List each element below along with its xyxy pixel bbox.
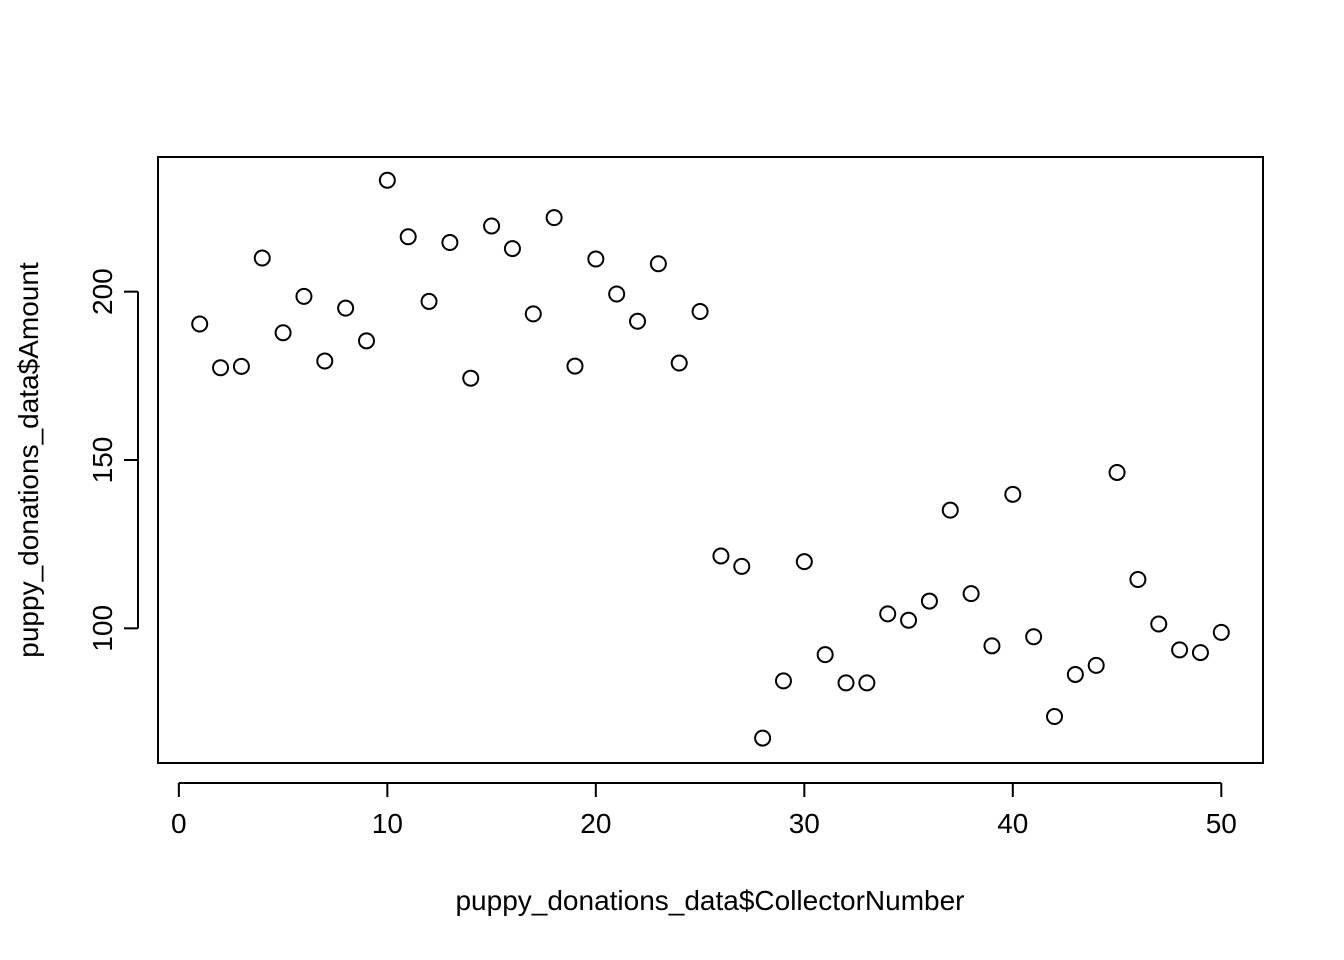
data-point bbox=[941, 501, 959, 519]
x-tick-label: 40 bbox=[997, 808, 1028, 839]
data-point bbox=[191, 315, 209, 333]
data-point bbox=[754, 729, 772, 747]
data-point bbox=[587, 250, 605, 268]
data-point bbox=[1191, 644, 1209, 662]
data-point bbox=[1046, 708, 1064, 726]
x-axis: 0 10 20 30 40 50 bbox=[171, 782, 1237, 839]
data-point bbox=[879, 605, 897, 623]
data-point bbox=[232, 357, 250, 375]
data-point bbox=[900, 611, 918, 629]
x-tick-label: 10 bbox=[372, 808, 403, 839]
data-point bbox=[357, 332, 375, 350]
data-point bbox=[1108, 463, 1126, 481]
data-point bbox=[1129, 571, 1147, 589]
data-point bbox=[545, 209, 563, 227]
data-point bbox=[378, 171, 396, 189]
data-point bbox=[1150, 615, 1168, 633]
x-tick-label: 0 bbox=[171, 808, 187, 839]
data-point bbox=[649, 255, 667, 273]
plot-frame bbox=[157, 156, 1264, 764]
y-tick-label: 100 bbox=[87, 605, 118, 652]
data-point bbox=[983, 637, 1001, 655]
x-tick-label: 50 bbox=[1206, 808, 1237, 839]
data-point bbox=[253, 249, 271, 267]
data-point bbox=[566, 357, 584, 375]
data-point bbox=[691, 303, 709, 321]
data-point bbox=[503, 240, 521, 258]
data-point bbox=[524, 305, 542, 323]
data-point bbox=[629, 312, 647, 330]
data-point bbox=[920, 592, 938, 610]
data-point bbox=[733, 557, 751, 575]
data-point bbox=[399, 228, 417, 246]
data-point bbox=[316, 352, 334, 370]
data-point bbox=[212, 359, 230, 377]
data-point bbox=[962, 585, 980, 603]
y-axis-label: puppy_donations_data$Amount bbox=[13, 262, 44, 658]
data-point bbox=[670, 354, 688, 372]
data-point bbox=[274, 324, 292, 342]
y-tick-label: 200 bbox=[87, 268, 118, 315]
data-point bbox=[420, 292, 438, 310]
data-point bbox=[795, 553, 813, 571]
data-point bbox=[1004, 485, 1022, 503]
x-axis-label: puppy_donations_data$CollectorNumber bbox=[455, 885, 964, 916]
x-tick-label: 20 bbox=[580, 808, 611, 839]
data-point bbox=[1171, 641, 1189, 659]
y-axis: 100 150 200 bbox=[87, 268, 139, 652]
y-tick-label: 150 bbox=[87, 437, 118, 484]
data-point bbox=[816, 646, 834, 664]
data-point bbox=[295, 287, 313, 305]
data-point bbox=[441, 234, 459, 252]
data-point bbox=[1025, 628, 1043, 646]
data-points bbox=[191, 171, 1230, 747]
data-point bbox=[337, 299, 355, 317]
data-point bbox=[858, 674, 876, 692]
data-point bbox=[1066, 665, 1084, 683]
data-point bbox=[1212, 623, 1230, 641]
data-point bbox=[712, 547, 730, 565]
data-point bbox=[483, 217, 501, 235]
data-point bbox=[462, 369, 480, 387]
data-point bbox=[774, 672, 792, 690]
data-point bbox=[837, 674, 855, 692]
data-point bbox=[1087, 656, 1105, 674]
x-tick-label: 30 bbox=[789, 808, 820, 839]
data-point bbox=[608, 285, 626, 303]
